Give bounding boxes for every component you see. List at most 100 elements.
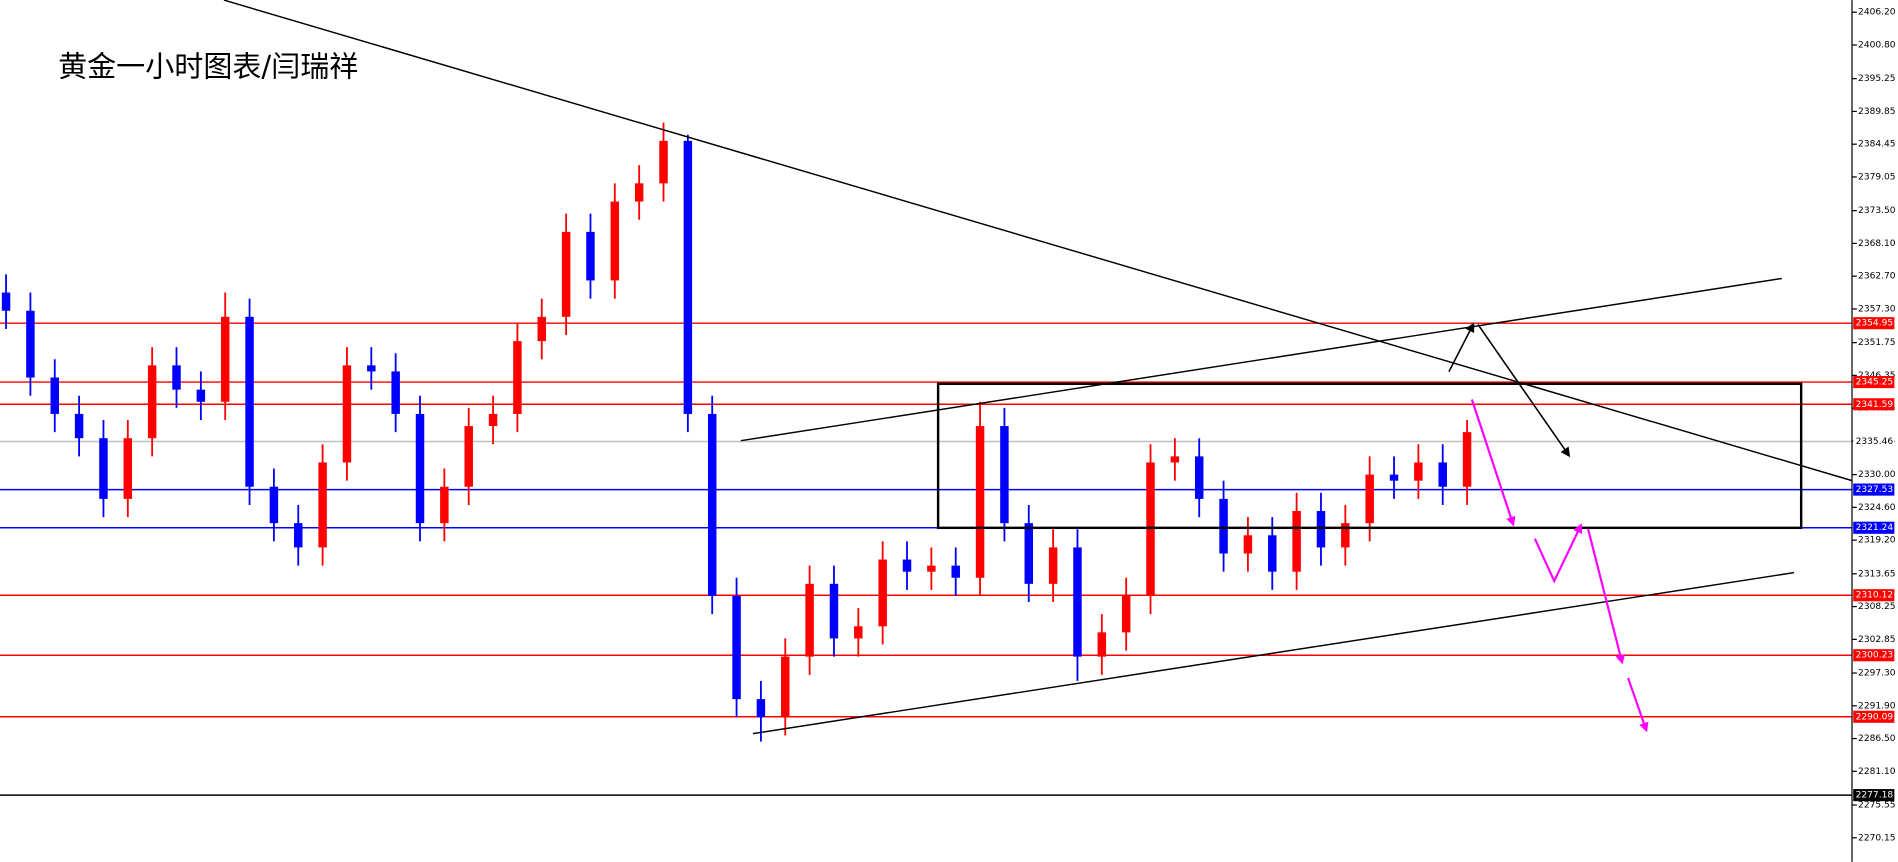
y-axis-ticks: 2406.20 2400.80 2395.25 2389.85 2384.45 2379.…: [1852, 8, 1896, 843]
candle-body: [1048, 547, 1058, 584]
candle-body: [1219, 498, 1228, 554]
arrow: [1477, 324, 1571, 458]
candle-body: [172, 365, 181, 390]
candle-body: [147, 365, 157, 439]
candle-body: [440, 486, 449, 524]
trend-line: [740, 277, 1782, 442]
candle-body: [1243, 535, 1253, 554]
candle-body: [74, 413, 84, 439]
y-tick-label: 2297.30: [1858, 669, 1896, 679]
candle-body: [367, 365, 376, 372]
level-label: 2300.23: [1856, 651, 1894, 661]
candle-body: [1268, 535, 1277, 572]
candle-body: [1000, 426, 1009, 524]
candle-body: [464, 426, 473, 487]
level-label: 2354.95: [1856, 319, 1893, 329]
candle-body: [1097, 632, 1107, 657]
candle-body: [878, 559, 887, 627]
candle-body: [707, 413, 717, 596]
candle-body: [586, 231, 595, 281]
candle-body: [732, 595, 741, 700]
candle-body: [1073, 547, 1082, 657]
candle-body: [1316, 511, 1326, 548]
candle-body: [610, 201, 620, 281]
candle-body: [1194, 456, 1204, 499]
level-label: 2341.59: [1856, 400, 1894, 410]
y-tick-label: 2406.20: [1858, 8, 1896, 18]
y-tick-label: 2373.50: [1858, 206, 1896, 216]
candle-body: [927, 565, 936, 572]
level-label-box: [1853, 710, 1895, 723]
y-tick-label: 2319.20: [1858, 536, 1896, 546]
level-label-box: [1853, 789, 1895, 802]
y-tick-label: 2400.80: [1858, 40, 1896, 50]
levels: [0, 322, 1853, 796]
candle-body: [1389, 474, 1399, 481]
level-label: 2345.25: [1856, 378, 1893, 388]
candle-body: [975, 426, 985, 578]
y-tick-label: 2270.15: [1858, 833, 1895, 843]
candle-body: [1341, 523, 1350, 548]
trend-line: [752, 571, 1795, 735]
candle-body: [1438, 462, 1447, 487]
candle-body: [488, 413, 498, 427]
candle-body: [1414, 462, 1423, 481]
candle-body: [318, 462, 327, 548]
level-label-box: [1853, 483, 1895, 496]
candle-body: [1146, 462, 1155, 596]
level-labels: 2354.95 2345.25 2341.59 2335.46 2327.53 2321.…: [1853, 317, 1895, 802]
level-label-box: [1853, 521, 1895, 534]
y-tick-label: 2324.60: [1858, 503, 1896, 513]
candle-body: [634, 183, 644, 202]
candle-body: [854, 626, 863, 639]
arrow: [1448, 322, 1475, 373]
candle-body: [513, 341, 522, 414]
trend-line: [223, 0, 1853, 482]
y-tick-label: 2291.90: [1858, 701, 1896, 711]
y-tick-label: 2368.10: [1858, 239, 1896, 249]
level-label: 2310.12: [1856, 591, 1893, 601]
candle-body: [1365, 474, 1374, 524]
arrow: [1470, 399, 1516, 527]
y-tick-label: 2346.35: [1858, 371, 1895, 381]
y-tick-label: 2302.85: [1858, 635, 1895, 645]
level-label-box: [1853, 589, 1895, 602]
level-label-box: [1853, 376, 1895, 389]
y-tick-label: 2275.55: [1858, 801, 1895, 811]
chart-title: 黄金一小时图表/闫瑞祥: [58, 49, 358, 83]
level-label-box: [1853, 317, 1895, 330]
y-tick-label: 2395.25: [1858, 74, 1895, 84]
candle-body: [659, 140, 668, 184]
arrow: [1627, 677, 1649, 733]
candle-body: [1170, 456, 1180, 463]
candle-body: [1462, 432, 1472, 487]
arrow: [1533, 523, 1583, 584]
candle-body: [123, 438, 133, 499]
y-tick-label: 2330.00: [1858, 470, 1896, 480]
candle-body: [781, 656, 790, 718]
level-label-box: [1853, 649, 1895, 662]
level-label: 2321.24: [1856, 523, 1894, 533]
candle-body: [245, 316, 254, 487]
arrow: [1587, 528, 1625, 665]
candle-body: [99, 438, 108, 499]
candle-body: [805, 583, 814, 657]
y-tick-label: 2313.65: [1858, 569, 1895, 579]
candle-body: [683, 140, 693, 414]
candle-body: [294, 523, 303, 548]
y-tick-label: 2351.75: [1858, 338, 1895, 348]
candle-body: [537, 316, 546, 342]
y-tick-label: 2362.70: [1858, 272, 1896, 282]
candle-body: [1121, 595, 1131, 633]
y-tick-label: 2379.05: [1858, 172, 1895, 182]
y-tick-label: 2286.50: [1858, 734, 1896, 744]
candle-body: [50, 377, 59, 414]
y-tick-label: 2357.30: [1858, 304, 1896, 314]
candle-body: [951, 565, 960, 578]
candle-body: [829, 583, 839, 639]
candles: [1, 122, 1472, 742]
level-label: 2335.46: [1856, 437, 1894, 447]
candle-body: [269, 486, 279, 524]
